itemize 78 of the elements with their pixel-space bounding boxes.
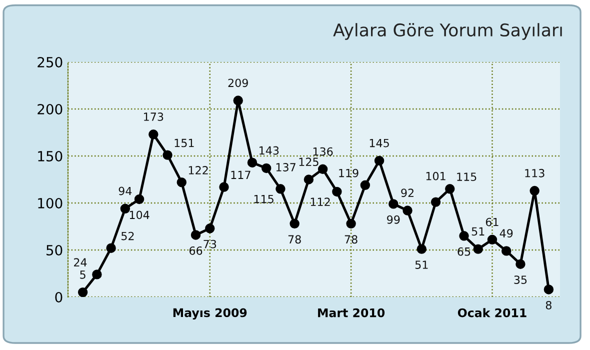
point [162, 150, 172, 160]
data-label: 115 [254, 194, 274, 204]
point [445, 184, 455, 194]
data-label: 61 [486, 218, 498, 226]
point [346, 218, 356, 229]
y-tick-label: 50 [46, 244, 62, 256]
point [92, 270, 102, 280]
data-label: 209 [228, 78, 248, 88]
data-label: 99 [387, 215, 400, 224]
y-tick-label: 150 [38, 150, 62, 162]
point [276, 184, 286, 194]
point [530, 186, 540, 196]
data-label: 51 [472, 227, 484, 236]
point [148, 130, 158, 140]
data-label: 173 [144, 112, 164, 121]
point [416, 244, 427, 254]
data-label: 78 [288, 235, 301, 244]
data-label: 49 [500, 229, 513, 238]
data-label: 112 [310, 198, 330, 206]
data-label: 125 [299, 158, 318, 166]
data-label: 115 [457, 172, 476, 182]
data-label: 8 [546, 300, 552, 310]
x-tick-label: Ocak 2011 [458, 308, 526, 318]
data-label: 73 [204, 240, 216, 248]
data-label: 65 [458, 247, 470, 256]
data-label: 104 [130, 210, 150, 220]
y-tick-label: 200 [38, 104, 62, 114]
point [134, 194, 144, 204]
point [473, 244, 483, 254]
point [318, 164, 328, 174]
point [544, 284, 554, 294]
data-label: 35 [514, 276, 527, 284]
point [233, 96, 243, 106]
data-label: 101 [426, 172, 446, 180]
data-label: 122 [188, 166, 208, 174]
point [501, 246, 512, 256]
point [388, 199, 398, 209]
point [332, 186, 342, 197]
point [106, 243, 116, 253]
point [487, 234, 498, 245]
y-tick-label: 0 [55, 292, 62, 302]
data-label: 52 [122, 232, 134, 240]
data-label: 151 [174, 138, 194, 148]
point [430, 197, 441, 207]
point [459, 231, 469, 241]
point [290, 218, 300, 229]
point [205, 224, 215, 234]
x-tick-label: Mart 2010 [318, 308, 385, 318]
x-tick-label: Mayıs 2009 [173, 308, 247, 320]
data-label: 137 [276, 163, 296, 172]
data-label: 145 [370, 139, 389, 148]
data-label: 66 [189, 246, 202, 255]
data-label: 119 [339, 168, 358, 178]
data-label: 5 [80, 270, 86, 279]
point [261, 163, 272, 174]
point [374, 156, 384, 166]
point [78, 287, 88, 297]
point [219, 182, 229, 192]
data-label: 117 [231, 170, 250, 179]
data-label: 136 [313, 147, 333, 156]
data-label: 78 [344, 235, 358, 244]
data-label: 94 [118, 186, 132, 196]
data-label: 92 [401, 188, 414, 198]
data-label: 113 [525, 168, 544, 178]
point [360, 180, 370, 190]
data-label: 24 [74, 258, 87, 266]
data-label: 51 [415, 260, 428, 269]
point [247, 158, 258, 168]
y-tick-label: 100 [38, 198, 62, 208]
point [402, 206, 412, 216]
point [304, 174, 314, 184]
chart-title: Aylara Göre Yorum Sayıları [333, 23, 562, 40]
point [120, 204, 130, 214]
point [176, 177, 187, 188]
point [516, 259, 526, 269]
y-tick-label: 250 [38, 56, 62, 68]
point [190, 230, 201, 240]
data-label: 143 [260, 146, 279, 155]
